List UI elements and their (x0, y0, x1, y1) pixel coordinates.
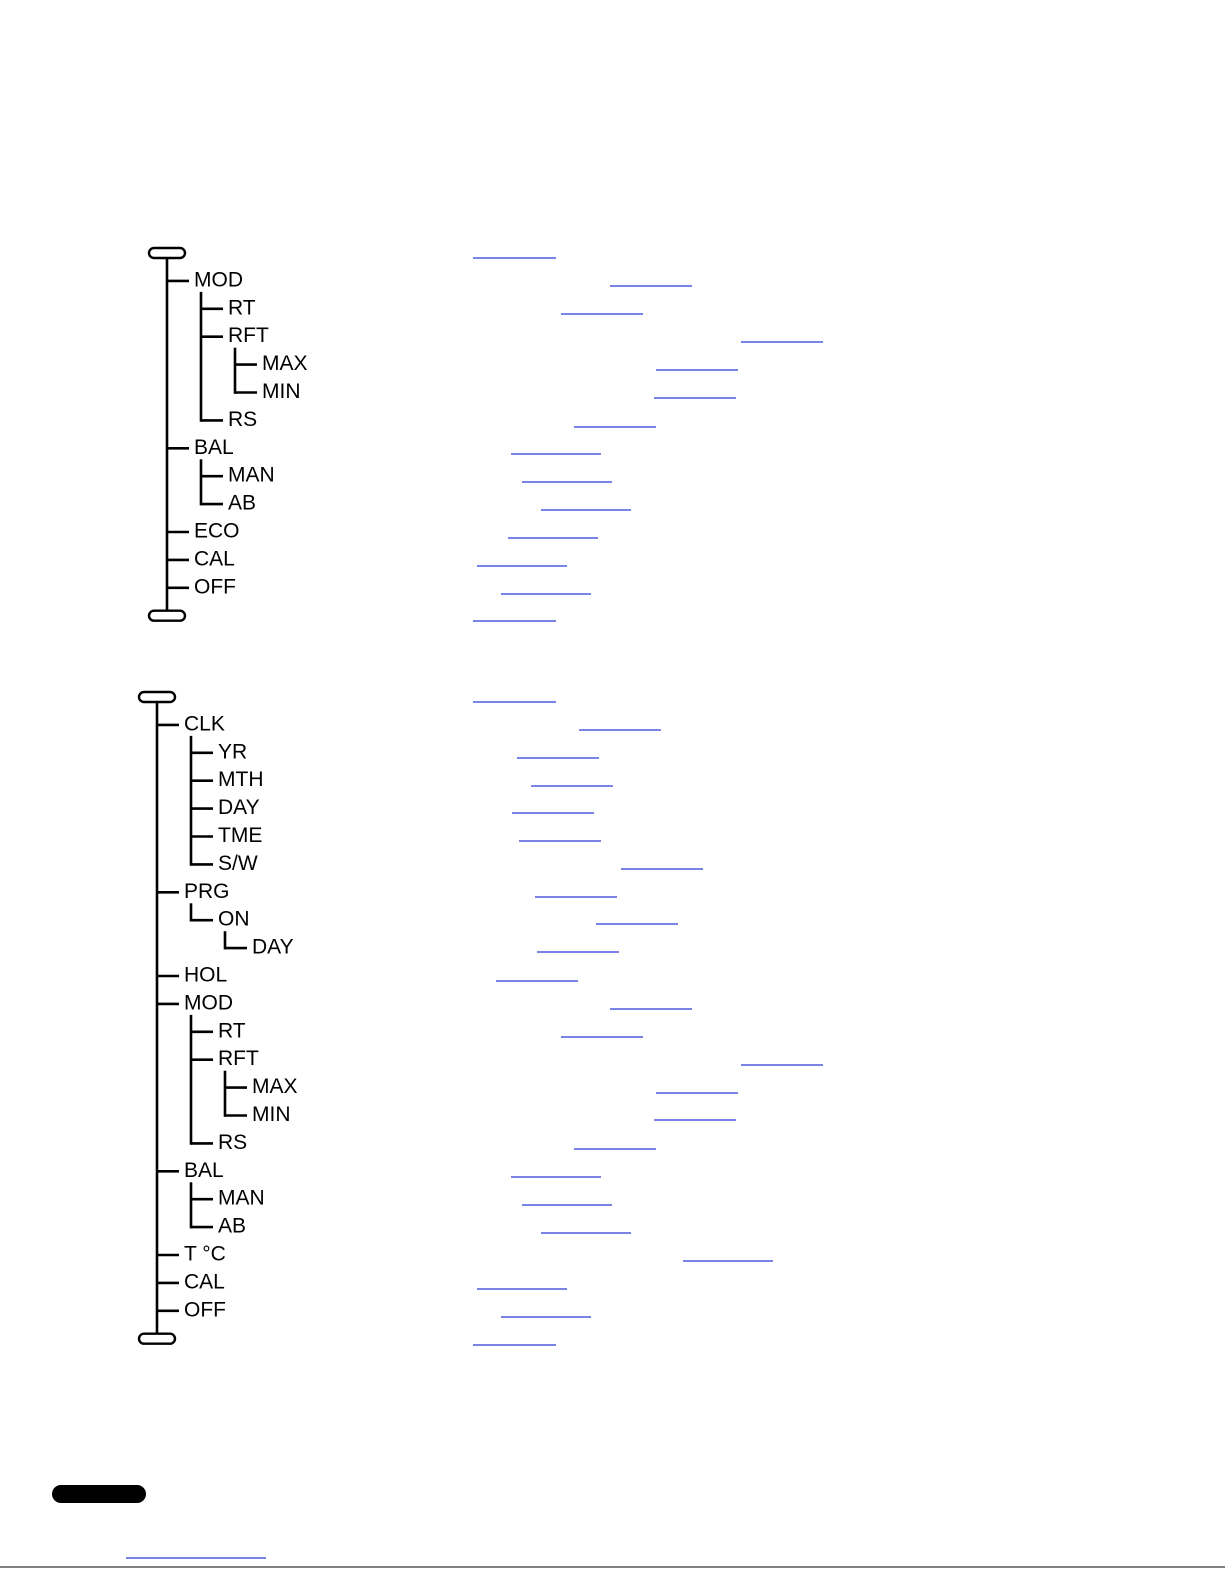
menu-item: T °C (184, 1243, 226, 1266)
menu-item: S/W (218, 852, 258, 875)
menu-item: MIN (262, 380, 301, 403)
menu-item: RT (218, 1019, 246, 1042)
menu-item: RFT (228, 324, 269, 347)
menu-item: CAL (194, 547, 235, 570)
menu-item: BAL (184, 1159, 224, 1182)
tree-cap (137, 1332, 177, 1345)
menu-item: RT (228, 296, 256, 319)
menu-item: RFT (218, 1047, 259, 1070)
menu-item: MOD (184, 991, 233, 1014)
menu-item: OFF (194, 575, 236, 598)
menu-item: PRG (184, 880, 230, 903)
tree-cap (137, 690, 177, 704)
menu-item: TME (218, 824, 262, 847)
menu-item: RS (228, 408, 257, 431)
menu-item: DAY (252, 936, 294, 959)
tree-cap (147, 609, 187, 622)
menu-item: DAY (218, 796, 260, 819)
menu-item: MAN (218, 1187, 265, 1210)
tree-cap (147, 246, 187, 260)
menu-item: ON (218, 908, 250, 931)
menu-item: ECO (194, 520, 240, 543)
menu-item: AB (218, 1215, 246, 1238)
menu-item: MAN (228, 464, 275, 487)
page-tab (52, 1485, 146, 1503)
menu-item: HOL (184, 964, 227, 987)
menu-item: BAL (194, 436, 234, 459)
menu-item: MAX (252, 1075, 298, 1098)
menu-item: MIN (252, 1103, 291, 1126)
menu-item: CAL (184, 1270, 225, 1293)
menu-item: OFF (184, 1298, 226, 1321)
menu-item: RS (218, 1131, 247, 1154)
menu-item: MOD (194, 268, 243, 291)
menu-item: AB (228, 492, 256, 515)
menu-item: YR (218, 740, 247, 763)
menu-item: CLK (184, 712, 225, 735)
menu-item: MTH (218, 768, 264, 791)
menu-item: MAX (262, 352, 308, 375)
